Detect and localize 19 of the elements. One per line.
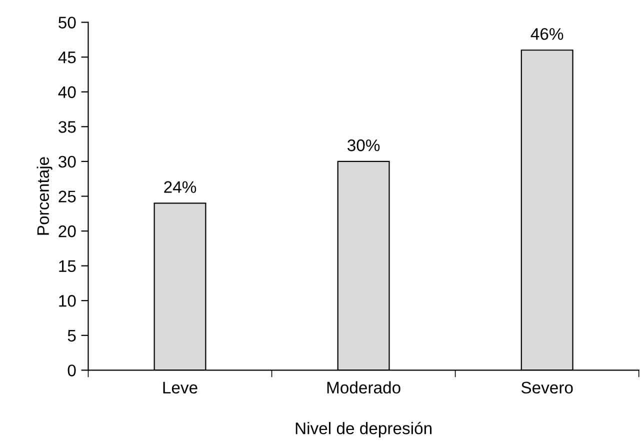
y-tick-label: 35 [58, 121, 76, 133]
y-tick-label: 20 [58, 225, 76, 238]
y-tick-label: 5 [68, 330, 76, 342]
y-axis-title: Porcentaje [36, 157, 52, 235]
x-tick-label: Severo [521, 382, 573, 394]
data-label: 46% [530, 28, 564, 40]
y-tick-label: 45 [58, 52, 76, 64]
y-tick-label: 40 [58, 86, 76, 98]
y-tick-label: 50 [58, 16, 76, 29]
y-tick-label: 0 [68, 364, 76, 376]
data-label: 30% [347, 139, 380, 152]
x-tick-label: Leve [163, 382, 198, 394]
y-tick-label: 10 [59, 295, 76, 307]
y-tick-label: 15 [59, 260, 76, 272]
y-tick-label: 30 [58, 156, 76, 168]
x-axis-title: Nivel de depresión [296, 422, 432, 438]
y-tick-label: 25 [58, 190, 76, 202]
data-label: 24% [164, 181, 196, 193]
x-tick-label: Moderado [327, 381, 400, 394]
